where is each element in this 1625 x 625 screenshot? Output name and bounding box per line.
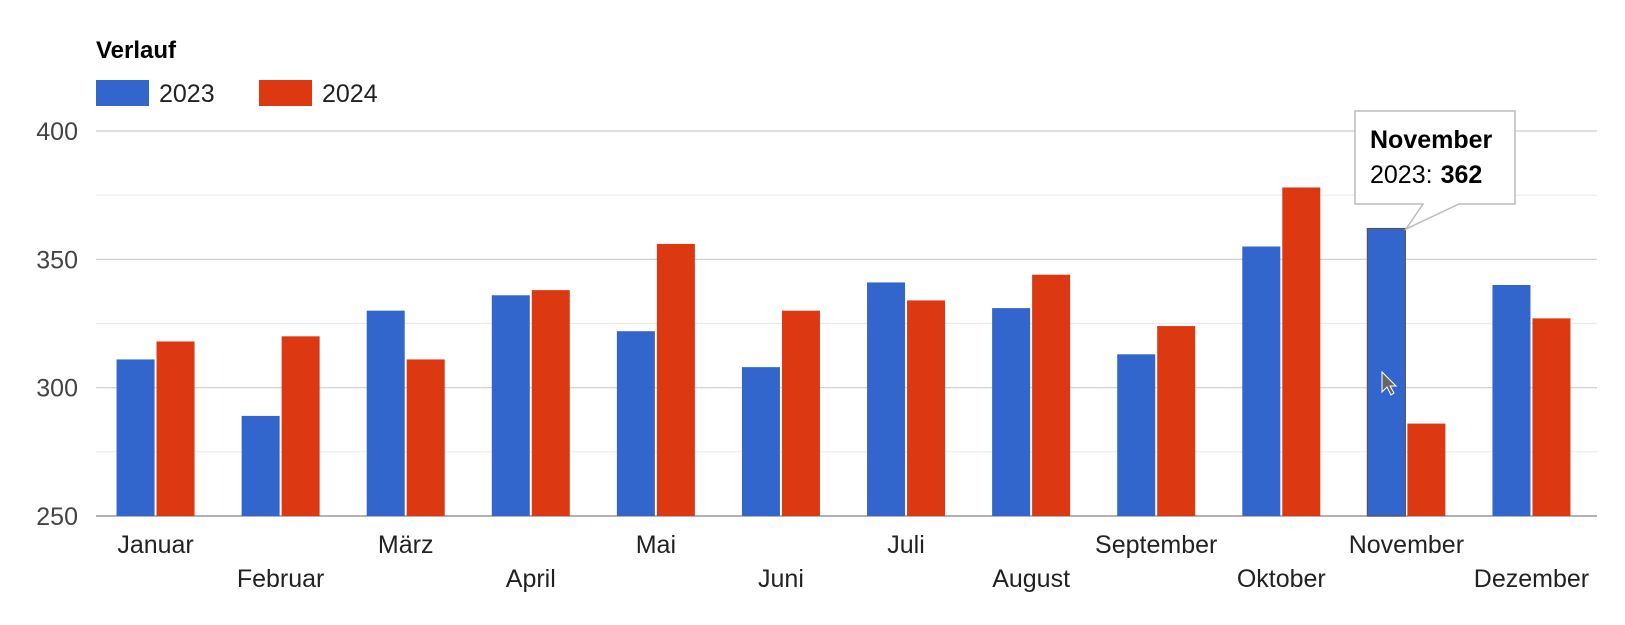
bar-2023-august[interactable] — [992, 308, 1031, 516]
x-tick-label: März — [378, 531, 434, 559]
bar-2023-januar[interactable] — [116, 359, 155, 516]
bar-2024-oktober[interactable] — [1282, 187, 1321, 516]
legend-label-2024[interactable]: 2024 — [322, 80, 378, 108]
bar-2024-juni[interactable] — [781, 310, 820, 516]
bar-2023-september[interactable] — [1117, 354, 1156, 516]
bar-2024-april[interactable] — [531, 290, 570, 516]
x-tick-label: Januar — [117, 531, 193, 559]
chart-title: Verlauf — [96, 37, 177, 64]
legend-swatch-2024[interactable] — [259, 80, 312, 106]
x-tick-label: Oktober — [1237, 565, 1326, 593]
tooltip-value-line: 2023: 362 — [1370, 161, 1482, 189]
tooltip-series-label: 2023: — [1370, 161, 1433, 189]
bar-2023-mai[interactable] — [616, 331, 655, 516]
x-axis-tick-labels: Januar Februar März April Mai Juni Juli August S… — [117, 531, 1589, 593]
bar-2023-juni[interactable] — [741, 367, 780, 516]
bar-2023-april[interactable] — [491, 295, 530, 516]
tooltip: November 2023: 362 — [1354, 110, 1516, 231]
legend-swatch-2023[interactable] — [96, 80, 149, 106]
x-tick-label: Juli — [887, 531, 925, 559]
bar-2023-juli[interactable] — [867, 282, 906, 516]
y-tick-label: 250 — [36, 503, 78, 531]
gridlines — [96, 130, 1597, 517]
legend-label-2023[interactable]: 2023 — [159, 80, 215, 108]
x-tick-label: September — [1095, 531, 1217, 559]
bar-2023-oktober[interactable] — [1242, 246, 1281, 517]
bar-2024-mai[interactable] — [656, 243, 695, 516]
tooltip-category: November — [1370, 126, 1493, 154]
tooltip-value: 362 — [1441, 161, 1483, 189]
bar-2024-august[interactable] — [1032, 274, 1071, 516]
x-tick-label: Juni — [758, 565, 804, 593]
y-tick-label: 400 — [36, 118, 78, 146]
y-tick-label: 350 — [36, 246, 78, 274]
bars — [116, 187, 1571, 517]
bar-2024-juli[interactable] — [907, 300, 946, 516]
bar-2024-september[interactable] — [1157, 326, 1196, 516]
x-tick-label: August — [992, 565, 1070, 593]
y-axis-tick-labels: 250 300 350 400 — [36, 118, 78, 531]
y-tick-label: 300 — [36, 375, 78, 403]
x-tick-label: Dezember — [1474, 565, 1589, 593]
bar-2023-märz[interactable] — [366, 310, 405, 516]
legend: 2023 2024 — [96, 80, 378, 108]
bar-2024-november[interactable] — [1407, 423, 1446, 516]
bar-2024-dezember[interactable] — [1532, 318, 1571, 516]
x-tick-label: Februar — [237, 565, 325, 593]
bar-2023-dezember[interactable] — [1492, 285, 1531, 516]
mouse-cursor-icon — [1381, 370, 1398, 396]
bar-2024-februar[interactable] — [281, 336, 320, 516]
bar-2023-februar[interactable] — [241, 415, 280, 516]
bar-2023-november[interactable] — [1366, 227, 1406, 517]
bar-2024-märz[interactable] — [406, 359, 445, 516]
x-tick-label: April — [506, 565, 556, 593]
x-tick-label: Mai — [636, 531, 676, 559]
bar-2024-januar[interactable] — [156, 341, 195, 516]
x-tick-label: November — [1349, 531, 1464, 559]
tooltip-box — [1354, 110, 1516, 231]
